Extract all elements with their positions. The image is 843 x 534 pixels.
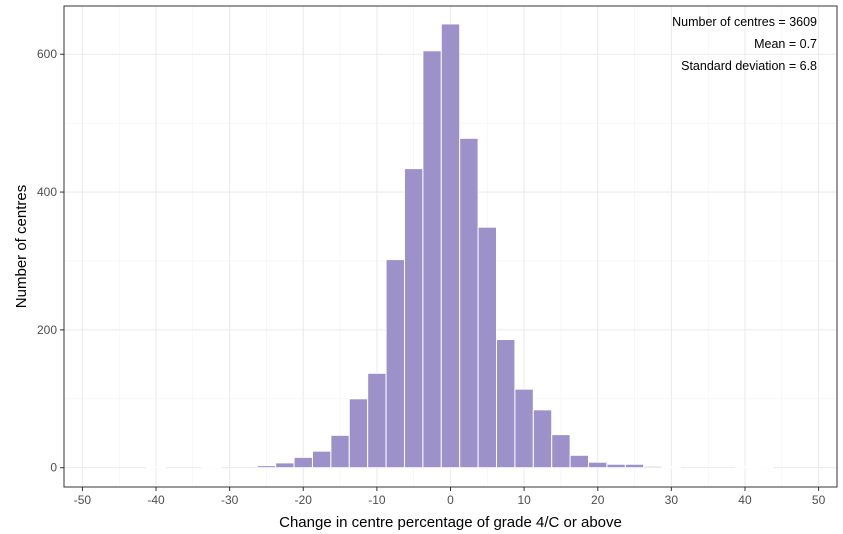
histogram-bar	[330, 434, 350, 469]
y-tick-label: 400	[37, 185, 57, 199]
histogram-bar	[496, 339, 516, 469]
histogram-bar	[514, 388, 534, 469]
histogram-bar	[367, 372, 387, 469]
histogram-bars	[146, 23, 774, 469]
histogram-bar	[459, 137, 479, 469]
x-tick-label: -20	[295, 493, 313, 507]
x-tick-label: 10	[517, 493, 531, 507]
x-tick-label: 40	[738, 493, 752, 507]
histogram-bar	[422, 50, 442, 469]
x-tick-label: 50	[812, 493, 826, 507]
y-tick-label: 200	[37, 323, 57, 337]
x-tick-label: -30	[221, 493, 239, 507]
x-tick-label: -50	[74, 493, 92, 507]
histogram-bar	[643, 465, 663, 469]
x-tick-label: 0	[447, 493, 454, 507]
histogram-bar	[624, 463, 645, 469]
y-tick-label: 600	[37, 47, 57, 61]
histogram-bar	[440, 23, 461, 469]
histogram-bar	[753, 466, 774, 469]
histogram-bar	[385, 259, 405, 469]
histogram-bar	[201, 466, 221, 469]
axis-ticks: -50 -40 -30 -20 -10 0 10 20 30 40 50 0 200 400 600	[37, 47, 826, 507]
histogram-bar	[588, 461, 608, 469]
histogram-bar	[569, 454, 590, 469]
y-axis-title: Number of centres	[13, 185, 30, 308]
histogram-bar	[275, 462, 295, 469]
histogram-bar	[311, 450, 332, 469]
histogram-bar	[146, 466, 166, 469]
histogram-bar	[551, 434, 571, 469]
y-tick-label: 0	[50, 461, 57, 475]
histogram-bar	[348, 398, 369, 469]
x-axis-title: Change in centre percentage of grade 4/C…	[279, 514, 622, 531]
histogram-bar	[477, 226, 498, 469]
x-tick-label: 30	[665, 493, 679, 507]
x-tick-label: 20	[591, 493, 605, 507]
histogram-bar	[606, 463, 626, 469]
histogram-bar	[403, 168, 424, 469]
x-tick-label: -40	[147, 493, 165, 507]
histogram-bar	[532, 409, 553, 469]
histogram-bar	[256, 465, 277, 469]
histogram-bar	[735, 466, 755, 469]
histogram-bar	[293, 456, 313, 469]
summary-annotation: Number of centres = 3609	[672, 15, 817, 29]
summary-annotation: Mean = 0.7	[754, 37, 817, 51]
summary-annotations: Number of centres = 3609 Mean = 0.7 Standa…	[672, 15, 817, 73]
summary-annotation: Standard deviation = 6.8	[681, 59, 817, 73]
histogram-bar	[661, 466, 682, 469]
x-tick-label: -10	[368, 493, 386, 507]
